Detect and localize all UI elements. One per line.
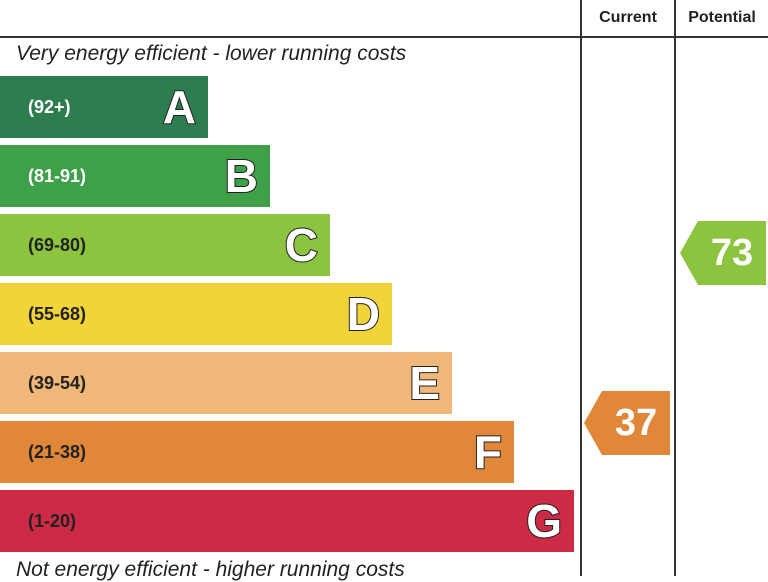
current-rating-arrow: 37 [584, 391, 670, 455]
band-f-letter: F [473, 425, 503, 479]
band-c: (69-80) C [0, 214, 330, 276]
band-g-range: (1-20) [28, 511, 77, 531]
band-b-range: (81-91) [28, 166, 87, 186]
band-e-range: (39-54) [28, 373, 87, 393]
band-f: (21-38) F [0, 421, 514, 483]
band-f-range: (21-38) [28, 442, 87, 462]
band-e: (39-54) E [0, 352, 452, 414]
band-a: (92+) A [0, 76, 208, 138]
potential-rating-value: 73 [710, 232, 754, 274]
current-rating-value: 37 [614, 402, 658, 444]
band-g: (1-20) G [0, 490, 574, 552]
top-caption: Very energy efficient - lower running co… [16, 42, 407, 65]
current-column-header: Current [599, 9, 657, 26]
band-d-letter: D [346, 287, 381, 341]
band-d-range: (55-68) [28, 304, 87, 324]
potential-rating-arrow: 73 [680, 221, 766, 285]
band-c-range: (69-80) [28, 235, 87, 255]
bottom-caption: Not energy efficient - higher running co… [16, 558, 405, 581]
potential-column-header: Potential [688, 9, 756, 26]
band-g-letter: G [525, 494, 563, 548]
band-e-letter: E [408, 356, 441, 410]
header-divider [0, 36, 768, 38]
band-b: (81-91) B [0, 145, 270, 207]
band-d: (55-68) D [0, 283, 392, 345]
band-a-letter: A [162, 80, 197, 134]
current-column-divider [580, 0, 582, 576]
band-b-letter: B [224, 149, 259, 203]
potential-column-divider [674, 0, 676, 576]
band-c-letter: C [284, 218, 319, 272]
band-a-range: (92+) [28, 97, 71, 117]
